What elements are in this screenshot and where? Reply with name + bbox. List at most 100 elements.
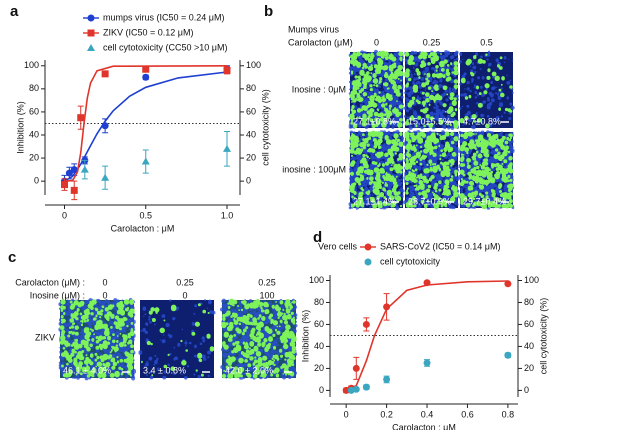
cell-value: 27.1±0.8% <box>353 116 396 126</box>
column-label: 0.25 <box>423 37 441 47</box>
marker <box>101 122 109 130</box>
marker <box>423 359 431 367</box>
legend-marker <box>364 243 372 251</box>
y-tick-label: 40 <box>29 129 39 139</box>
marker <box>223 66 231 74</box>
y2-tick-label: 40 <box>246 129 256 139</box>
cell-value: 15.0±5.5% <box>408 116 451 126</box>
y-axis-label: Inhibition (%) <box>300 310 310 363</box>
y-tick-label: 20 <box>314 363 324 373</box>
legend-marker <box>87 29 95 37</box>
panel-label: a <box>10 3 19 20</box>
cell-value: 28.7±0.9% <box>408 196 451 206</box>
dose-label: Carolacton (μM) <box>288 37 353 47</box>
x-tick-label: 0.8 <box>502 409 515 419</box>
legend-label: SARS-CoV2 (IC50 = 0.14 μM) <box>380 241 500 251</box>
row-label: inosine : 100μM <box>282 164 346 174</box>
x-tick-label: 1.0 <box>221 210 234 220</box>
x-tick-label: 0 <box>344 409 349 419</box>
marker <box>352 385 360 393</box>
nuclei <box>138 299 216 380</box>
legend-marker <box>87 14 95 22</box>
panel-label: d <box>313 229 322 246</box>
nuclei <box>403 50 460 131</box>
y-tick-label: 60 <box>314 319 324 329</box>
y2-tick-label: 0 <box>524 385 529 395</box>
y2-tick-label: 80 <box>524 297 534 307</box>
marker <box>142 65 150 73</box>
virus-label: Mumps virus <box>288 24 340 34</box>
infected-cells <box>349 130 404 209</box>
row-label: Inosine (μM) : <box>30 290 85 300</box>
x-axis-label: Carolacton : μM <box>392 422 456 430</box>
x-tick-label: 0.5 <box>139 210 152 220</box>
y-tick-label: 80 <box>314 297 324 307</box>
column-label: 0.5 <box>480 37 493 47</box>
infected-cells <box>221 298 297 379</box>
y2-tick-label: 0 <box>246 176 251 186</box>
cell-value: 46.1 ± 4.0% <box>63 365 111 375</box>
y2-tick-label: 20 <box>246 152 256 162</box>
cell-value: 3.4 ± 0.8% <box>143 365 186 375</box>
y2-tick-label: 60 <box>524 319 534 329</box>
marker <box>65 169 73 177</box>
y-tick-label: 100 <box>24 60 39 70</box>
infected-cells <box>459 131 514 210</box>
y-tick-label: 80 <box>29 83 39 93</box>
x-tick-label: 0 <box>62 210 67 220</box>
x-axis-label: Carolacton : μM <box>111 223 175 233</box>
cell-value: 27.1±1.4% <box>353 196 396 206</box>
y2-tick-label: 80 <box>246 83 256 93</box>
legend-marker <box>364 258 372 266</box>
infected-cells <box>59 299 135 379</box>
legend-label: mumps virus (IC50 = 0.24 μM) <box>103 12 224 22</box>
marker <box>352 364 360 372</box>
fit-curve <box>64 65 228 182</box>
y-tick-label: 40 <box>314 341 324 351</box>
column-label: 100 <box>259 290 274 300</box>
marker <box>70 186 78 194</box>
infected-cells <box>459 53 513 129</box>
annotation: Vero cells <box>318 241 358 251</box>
column-label: 0 <box>102 277 107 287</box>
y2-tick-label: 100 <box>524 275 539 285</box>
cell-value: 42.0 ± 2.0% <box>225 365 273 375</box>
marker <box>362 320 370 328</box>
cell-value: 29.7±0.4% <box>463 196 506 206</box>
x-tick-label: 0.4 <box>421 409 434 419</box>
x-tick-label: 0.2 <box>380 409 393 419</box>
marker <box>423 279 431 287</box>
nuclei <box>403 130 460 210</box>
y2-axis-label: cell cytotoxicity (%) <box>260 89 270 166</box>
row-label: Inosine : 0μM <box>292 84 346 94</box>
legend-label: cell cytotoxicity (CC50 >10 μM) <box>103 42 227 52</box>
virus-label: ZIKV <box>35 332 55 342</box>
y-axis-label: Inhibition (%) <box>15 101 25 154</box>
y-tick-label: 20 <box>29 152 39 162</box>
legend-marker <box>87 44 95 51</box>
nuclei <box>458 50 515 130</box>
marker <box>362 383 370 391</box>
column-label: 0 <box>374 37 379 47</box>
legend-label: ZIKV (IC50 = 0.12 μM) <box>103 27 193 37</box>
marker <box>70 166 78 174</box>
y2-tick-label: 100 <box>246 60 261 70</box>
y2-axis-label: cell cytotoxicity (%) <box>538 298 548 375</box>
infected-cells <box>404 131 459 209</box>
y-tick-label: 0 <box>34 176 39 186</box>
y2-tick-label: 20 <box>524 363 534 373</box>
marker <box>101 70 109 78</box>
row-label: Carolacton (μM) : <box>15 277 85 287</box>
marker <box>141 157 150 165</box>
fit-curve <box>345 280 508 392</box>
x-tick-label: 0.6 <box>461 409 474 419</box>
infected-cells <box>404 51 459 129</box>
infected-cells <box>349 50 404 129</box>
cell-value: 4.7±0.8% <box>463 116 501 126</box>
marker <box>383 303 391 311</box>
legend-label: cell cytotoxicity <box>380 256 441 266</box>
y2-tick-label: 60 <box>246 106 256 116</box>
marker <box>142 73 150 81</box>
marker <box>61 181 68 189</box>
